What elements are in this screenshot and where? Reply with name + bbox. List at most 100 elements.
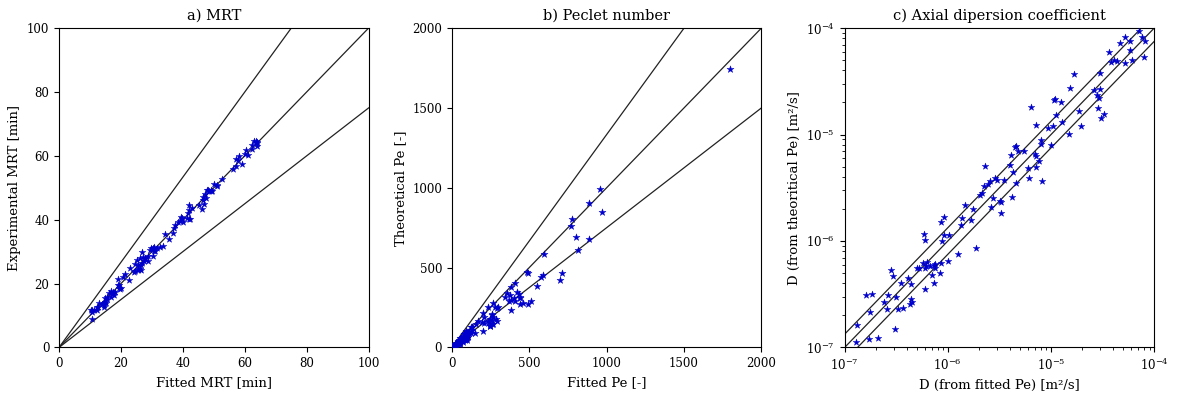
Point bbox=[975, 183, 993, 189]
Point bbox=[135, 255, 154, 261]
Point bbox=[448, 340, 467, 346]
Y-axis label: Theoretical Pe [-]: Theoretical Pe [-] bbox=[393, 130, 406, 246]
Point bbox=[195, 190, 214, 197]
Point bbox=[134, 258, 153, 264]
Point bbox=[97, 294, 115, 301]
Point bbox=[239, 151, 258, 158]
Point bbox=[102, 291, 121, 298]
Point bbox=[916, 264, 935, 271]
Point bbox=[138, 258, 157, 264]
Point bbox=[925, 261, 944, 267]
Point bbox=[453, 339, 472, 346]
Point bbox=[459, 334, 478, 340]
Point bbox=[128, 266, 147, 273]
Point bbox=[101, 288, 120, 294]
Point bbox=[1110, 40, 1129, 46]
Point bbox=[1002, 152, 1020, 158]
Point bbox=[447, 341, 466, 348]
Point bbox=[1130, 28, 1149, 35]
Point bbox=[457, 337, 476, 344]
Point bbox=[976, 163, 995, 170]
Point bbox=[201, 188, 220, 195]
Point bbox=[445, 343, 464, 350]
Point bbox=[988, 177, 1006, 183]
Point bbox=[85, 307, 104, 314]
Point bbox=[485, 304, 504, 310]
Point bbox=[884, 272, 903, 279]
Point bbox=[451, 341, 470, 347]
Point bbox=[527, 283, 546, 290]
X-axis label: Fitted MRT [min]: Fitted MRT [min] bbox=[155, 376, 272, 389]
Point bbox=[951, 222, 970, 228]
Point bbox=[991, 199, 1010, 206]
Point bbox=[125, 268, 144, 275]
Point bbox=[195, 201, 214, 207]
Point bbox=[131, 266, 149, 272]
Point bbox=[451, 337, 470, 344]
Point bbox=[483, 317, 501, 324]
Point bbox=[233, 160, 252, 167]
Title: b) Peclet number: b) Peclet number bbox=[543, 9, 670, 23]
Point bbox=[120, 277, 139, 283]
Point bbox=[82, 307, 101, 314]
Point bbox=[916, 286, 935, 292]
Point bbox=[242, 146, 261, 152]
Point bbox=[938, 258, 957, 264]
Point bbox=[189, 202, 208, 208]
Point bbox=[1046, 112, 1065, 118]
Point bbox=[1038, 125, 1057, 132]
Point bbox=[1006, 180, 1025, 186]
Point bbox=[722, 66, 740, 72]
Point bbox=[970, 192, 989, 198]
Point bbox=[230, 152, 248, 159]
Point bbox=[479, 319, 498, 325]
Point bbox=[552, 270, 571, 277]
Point bbox=[455, 336, 474, 342]
Point bbox=[984, 195, 1003, 201]
Point bbox=[448, 338, 467, 344]
Point bbox=[1060, 85, 1079, 91]
Point bbox=[483, 312, 501, 318]
X-axis label: D (from fitted Pe) [m²/s]: D (from fitted Pe) [m²/s] bbox=[919, 379, 1079, 392]
Point bbox=[484, 314, 503, 320]
Point bbox=[458, 332, 477, 338]
Point bbox=[457, 336, 476, 342]
Point bbox=[1116, 34, 1135, 40]
Point bbox=[98, 294, 117, 300]
Point bbox=[1006, 144, 1025, 150]
Point bbox=[459, 330, 478, 336]
Y-axis label: Experimental MRT [min]: Experimental MRT [min] bbox=[8, 105, 21, 271]
Point bbox=[859, 335, 878, 342]
Point bbox=[995, 177, 1013, 183]
Point bbox=[247, 139, 266, 145]
Point bbox=[480, 322, 499, 328]
Point bbox=[992, 210, 1011, 216]
Point bbox=[164, 230, 182, 236]
Point bbox=[869, 335, 887, 341]
Point bbox=[126, 261, 145, 267]
Point bbox=[173, 215, 192, 222]
Point bbox=[458, 328, 477, 335]
Point bbox=[201, 187, 220, 193]
X-axis label: Fitted Pe [-]: Fitted Pe [-] bbox=[567, 376, 646, 389]
Point bbox=[1030, 158, 1049, 164]
Point bbox=[111, 286, 129, 292]
Point bbox=[875, 299, 893, 305]
Point bbox=[985, 175, 1004, 181]
Point bbox=[1135, 37, 1153, 44]
Point bbox=[450, 339, 468, 346]
Point bbox=[488, 304, 507, 310]
Point bbox=[135, 255, 154, 262]
Point bbox=[454, 336, 473, 342]
Point bbox=[913, 260, 932, 266]
Point bbox=[454, 333, 473, 339]
Point bbox=[1116, 60, 1135, 66]
Point bbox=[532, 274, 551, 280]
Point bbox=[1006, 143, 1025, 149]
Point bbox=[1092, 115, 1111, 122]
Point bbox=[128, 262, 147, 268]
Point bbox=[145, 244, 164, 251]
Point bbox=[579, 236, 598, 242]
Point bbox=[1031, 140, 1050, 147]
Point bbox=[1042, 142, 1060, 148]
